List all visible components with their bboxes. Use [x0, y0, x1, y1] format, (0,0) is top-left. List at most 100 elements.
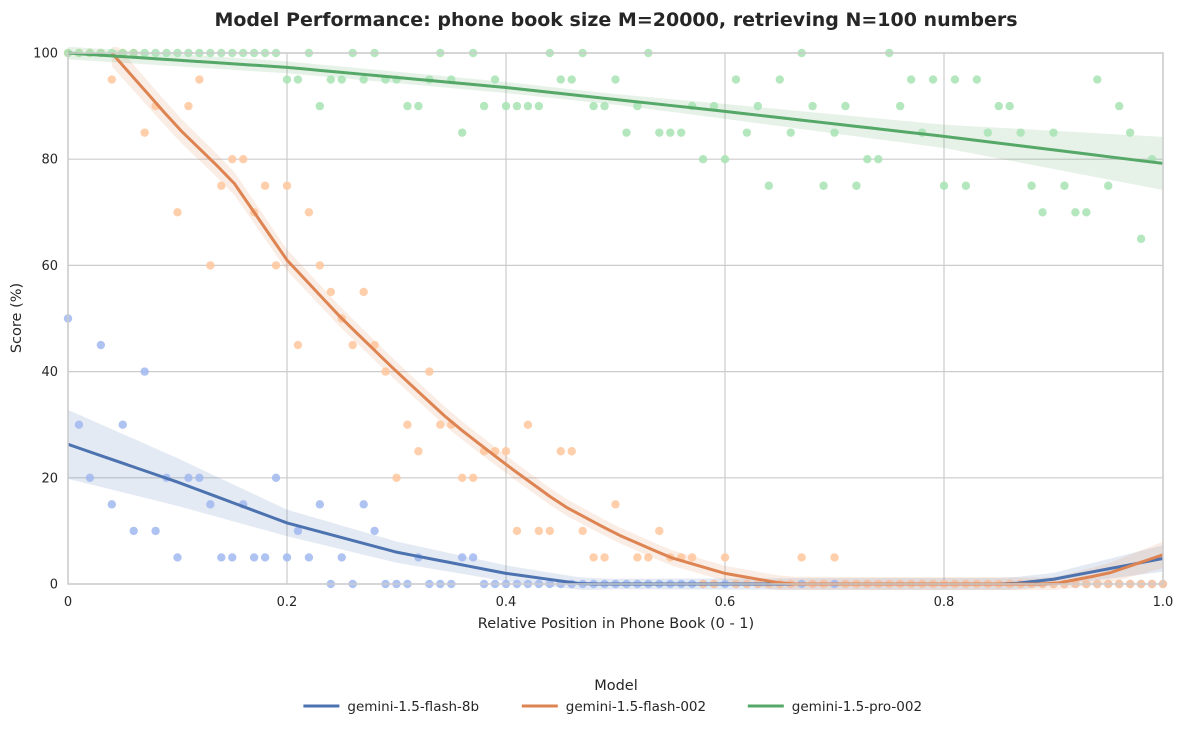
data-point	[381, 367, 390, 376]
data-point	[414, 447, 423, 456]
data-point	[556, 447, 565, 456]
data-point	[293, 526, 303, 536]
y-axis-label: Score (%)	[9, 283, 25, 353]
data-point	[830, 128, 839, 137]
data-point	[1104, 181, 1113, 190]
data-point	[140, 128, 149, 137]
data-point	[863, 155, 872, 164]
data-point	[206, 261, 215, 270]
data-point	[326, 75, 335, 84]
data-point	[85, 473, 95, 482]
scatter-points	[63, 48, 1168, 589]
data-point	[293, 340, 303, 350]
data-point	[195, 473, 204, 482]
data-point	[1060, 181, 1069, 190]
data-point	[359, 75, 368, 84]
data-point	[1049, 128, 1058, 137]
data-point	[720, 155, 730, 164]
data-point	[315, 500, 325, 509]
data-point	[852, 181, 861, 190]
data-point	[326, 287, 335, 297]
data-point	[1125, 128, 1135, 137]
data-point	[403, 101, 412, 111]
data-point	[972, 75, 982, 84]
data-point	[731, 75, 741, 84]
data-point	[359, 287, 368, 297]
data-point	[206, 500, 215, 509]
data-point	[184, 101, 193, 111]
data-point	[644, 553, 653, 562]
data-point	[195, 75, 204, 84]
data-point	[129, 526, 138, 536]
data-point	[501, 101, 511, 111]
data-point	[896, 101, 905, 111]
data-point	[764, 181, 773, 190]
data-point	[545, 526, 554, 536]
data-point	[655, 526, 664, 536]
legend-items: gemini-1.5-flash-8b gemini-1.5-flash-002 g…	[303, 699, 922, 715]
data-point	[567, 75, 576, 84]
y-tick-label: 80	[41, 153, 58, 168]
data-point	[578, 526, 587, 536]
data-point	[567, 447, 576, 456]
data-point	[939, 181, 949, 190]
data-point	[534, 101, 544, 111]
data-point	[1038, 208, 1047, 217]
data-point	[239, 155, 248, 164]
data-point	[293, 75, 303, 84]
legend-label-1: gemini-1.5-flash-002	[566, 699, 706, 715]
data-point	[1093, 75, 1102, 84]
data-point	[151, 526, 160, 536]
data-point	[1016, 128, 1025, 137]
data-point	[107, 75, 117, 84]
data-point	[742, 128, 752, 137]
data-point	[96, 340, 106, 350]
data-point	[797, 553, 806, 562]
data-point	[600, 553, 609, 562]
data-point	[304, 208, 314, 217]
data-point	[1071, 208, 1080, 217]
data-point	[228, 155, 237, 164]
data-point	[1027, 181, 1036, 190]
data-point	[841, 101, 850, 111]
data-point	[370, 526, 379, 536]
legend: Model gemini-1.5-flash-8b gemini-1.5-flas…	[303, 678, 922, 715]
data-point	[655, 128, 664, 137]
y-tick-label: 100	[33, 47, 58, 62]
plot-frame	[67, 52, 1164, 585]
data-point	[217, 181, 226, 190]
data-point	[479, 101, 489, 111]
data-point	[337, 75, 346, 84]
x-tick-label: 0.2	[277, 595, 298, 610]
x-tick-label: 0	[64, 595, 72, 610]
data-point	[1082, 208, 1091, 217]
chart-title: Model Performance: phone book size M=200…	[214, 9, 1017, 31]
data-point	[184, 473, 193, 482]
data-point	[490, 75, 500, 84]
data-point	[228, 553, 237, 562]
data-point	[523, 420, 533, 429]
data-point	[589, 553, 598, 562]
data-point	[677, 128, 686, 137]
legend-label-2: gemini-1.5-pro-002	[792, 699, 922, 715]
data-point	[983, 128, 992, 137]
data-point	[753, 101, 763, 111]
data-point	[808, 101, 817, 111]
x-tick-label: 0.6	[715, 595, 736, 610]
data-point	[458, 128, 467, 137]
data-point	[523, 101, 533, 111]
data-point	[1136, 234, 1146, 244]
data-point	[698, 155, 708, 164]
data-point	[589, 101, 598, 111]
data-point	[819, 181, 828, 190]
data-point	[950, 75, 960, 84]
y-tick-label: 0	[50, 578, 58, 593]
data-point	[687, 553, 697, 562]
legend-label-0: gemini-1.5-flash-8b	[347, 699, 479, 715]
legend-title: Model	[594, 678, 638, 694]
data-point	[392, 473, 401, 482]
data-point	[775, 75, 784, 84]
x-tick-label: 0.4	[496, 595, 517, 610]
